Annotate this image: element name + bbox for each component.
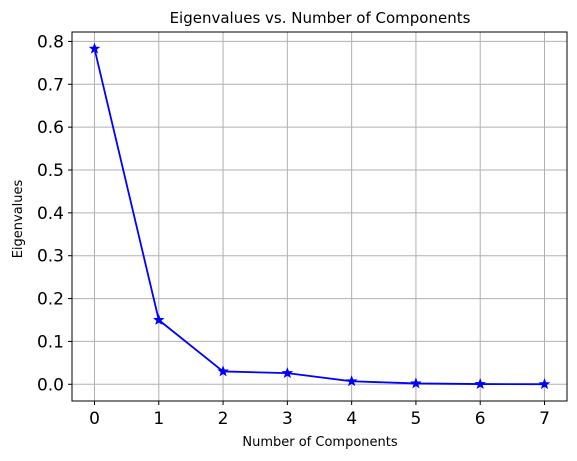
y-tick-label: 0.4 xyxy=(37,204,64,224)
x-tick-label: 5 xyxy=(411,409,422,429)
y-tick-label: 0.2 xyxy=(37,290,64,310)
y-tick-label: 0.1 xyxy=(37,332,64,352)
y-tick-label: 0.7 xyxy=(37,75,64,95)
x-tick-label: 1 xyxy=(153,409,164,429)
x-tick-label: 0 xyxy=(89,409,100,429)
x-tick-label: 2 xyxy=(218,409,229,429)
y-tick-label: 0.5 xyxy=(37,161,64,181)
x-tick-label: 3 xyxy=(282,409,293,429)
chart-title: Eigenvalues vs. Number of Components xyxy=(170,9,471,27)
y-tick-label: 0.0 xyxy=(37,375,64,395)
y-tick-label: 0.8 xyxy=(37,32,64,52)
y-tick-label: 0.6 xyxy=(37,118,64,138)
y-axis-label: Eigenvalues xyxy=(11,179,26,258)
x-axis-label: Number of Components xyxy=(242,435,397,450)
y-tick-label: 0.3 xyxy=(37,247,64,267)
x-tick-label: 4 xyxy=(346,409,357,429)
x-tick-label: 6 xyxy=(475,409,486,429)
x-tick-label: 7 xyxy=(539,409,550,429)
